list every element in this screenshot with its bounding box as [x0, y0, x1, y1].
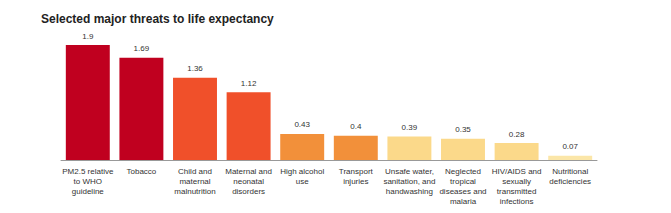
svg-text:sanitation, and: sanitation, and — [383, 177, 435, 186]
svg-text:sexually: sexually — [502, 177, 531, 186]
svg-text:guideline: guideline — [72, 187, 105, 196]
svg-text:infections: infections — [500, 197, 534, 206]
svg-text:to WHO: to WHO — [74, 177, 102, 186]
svg-text:0.4: 0.4 — [350, 122, 362, 131]
svg-text:Selected major threats to life: Selected major threats to life expectanc… — [41, 12, 274, 26]
svg-text:0.28: 0.28 — [509, 130, 525, 139]
svg-text:0.07: 0.07 — [562, 142, 578, 151]
svg-text:neonatal: neonatal — [233, 177, 264, 186]
svg-text:maternal: maternal — [179, 177, 210, 186]
svg-text:Nutritional: Nutritional — [552, 167, 588, 176]
svg-text:0.39: 0.39 — [402, 123, 418, 132]
svg-text:diseases and: diseases and — [439, 187, 486, 196]
svg-text:High alcohol: High alcohol — [280, 167, 324, 176]
svg-text:1.9: 1.9 — [82, 32, 94, 41]
svg-text:0.43: 0.43 — [294, 120, 310, 129]
svg-text:malaria: malaria — [450, 197, 477, 206]
svg-text:Transport: Transport — [339, 167, 374, 176]
svg-text:malnutrition: malnutrition — [174, 187, 215, 196]
svg-text:Neglected: Neglected — [445, 167, 481, 176]
svg-text:disorders: disorders — [232, 187, 265, 196]
svg-text:1.36: 1.36 — [187, 64, 203, 73]
svg-text:deficiencies: deficiencies — [549, 177, 591, 186]
svg-text:handwashing: handwashing — [386, 187, 433, 196]
svg-text:Maternal and: Maternal and — [225, 167, 272, 176]
svg-text:tropical: tropical — [450, 177, 476, 186]
svg-text:1.12: 1.12 — [241, 79, 257, 88]
svg-text:Child and: Child and — [178, 167, 212, 176]
svg-text:PM2.5 relative: PM2.5 relative — [62, 167, 114, 176]
svg-text:0.35: 0.35 — [455, 125, 471, 134]
svg-text:transmitted: transmitted — [497, 187, 537, 196]
svg-text:Unsafe water,: Unsafe water, — [385, 167, 434, 176]
svg-text:HIV/AIDS and: HIV/AIDS and — [492, 167, 542, 176]
svg-text:use: use — [296, 177, 309, 186]
svg-text:Tobacco: Tobacco — [127, 167, 157, 176]
svg-text:1.69: 1.69 — [134, 44, 150, 53]
svg-text:injuries: injuries — [343, 177, 368, 186]
